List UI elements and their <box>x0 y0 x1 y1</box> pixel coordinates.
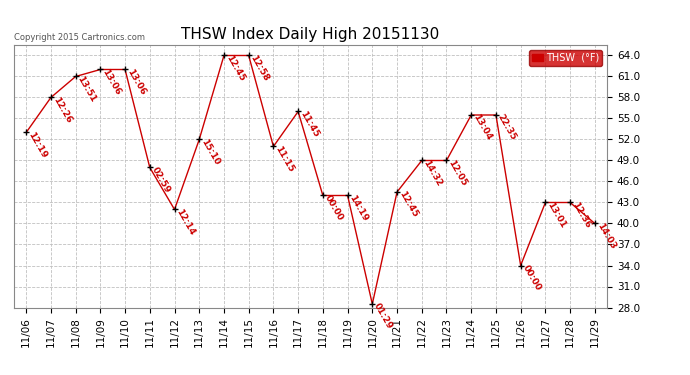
Text: 13:01: 13:01 <box>545 200 567 230</box>
Text: Copyright 2015 Cartronics.com: Copyright 2015 Cartronics.com <box>14 33 145 42</box>
Text: 12:36: 12:36 <box>570 200 592 230</box>
Text: 02:59: 02:59 <box>150 165 172 195</box>
Text: 00:00: 00:00 <box>323 194 345 222</box>
Text: 14:03: 14:03 <box>595 221 617 251</box>
Text: 12:26: 12:26 <box>51 95 73 125</box>
Text: 12:58: 12:58 <box>248 53 270 83</box>
Legend: THSW  (°F): THSW (°F) <box>529 50 602 66</box>
Text: 13:04: 13:04 <box>471 113 493 142</box>
Text: 00:00: 00:00 <box>521 263 542 292</box>
Text: 13:06: 13:06 <box>125 68 147 97</box>
Text: 01:29: 01:29 <box>373 302 395 331</box>
Text: 13:51: 13:51 <box>76 74 98 104</box>
Title: THSW Index Daily High 20151130: THSW Index Daily High 20151130 <box>181 27 440 42</box>
Text: 15:10: 15:10 <box>199 137 221 166</box>
Text: 22:35: 22:35 <box>496 113 518 142</box>
Text: 14:32: 14:32 <box>422 158 444 188</box>
Text: 12:45: 12:45 <box>397 190 420 219</box>
Text: 12:14: 12:14 <box>175 207 197 237</box>
Text: 12:05: 12:05 <box>446 158 469 188</box>
Text: 12:45: 12:45 <box>224 53 246 83</box>
Text: 12:19: 12:19 <box>26 130 48 160</box>
Text: 11:45: 11:45 <box>298 110 320 139</box>
Text: 11:15: 11:15 <box>273 144 295 174</box>
Text: 14:19: 14:19 <box>348 194 370 223</box>
Text: 13:06: 13:06 <box>100 68 122 97</box>
